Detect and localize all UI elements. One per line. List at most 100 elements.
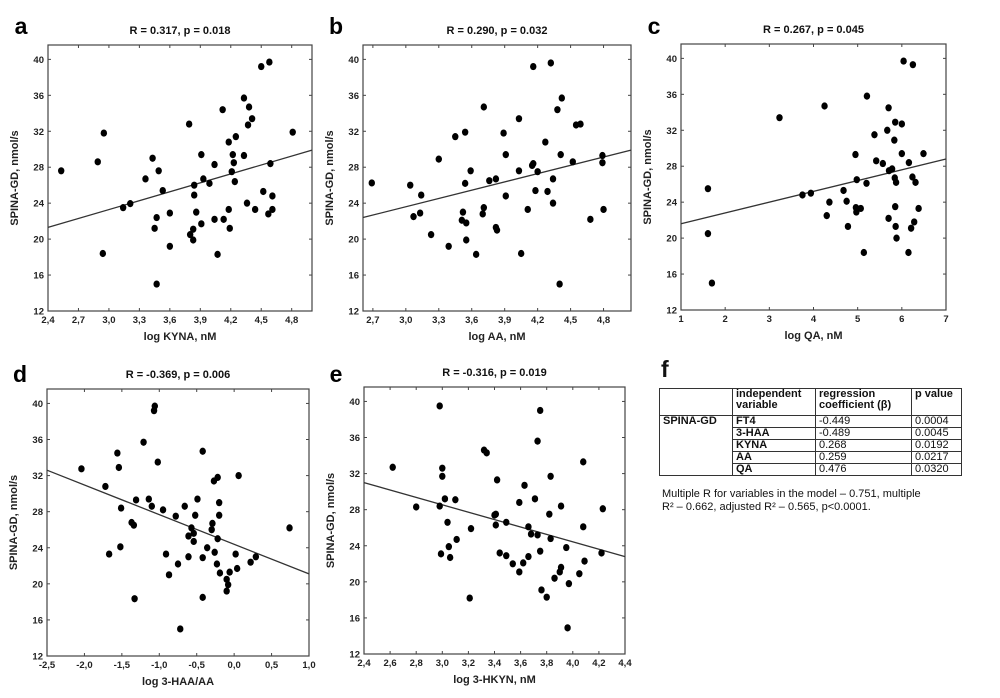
data-point [493, 476, 501, 484]
data-point [416, 209, 424, 217]
y-tick-label: 12 [349, 650, 360, 661]
data-point [492, 510, 500, 518]
y-axis-label: SPINA-GD, nmol/s [8, 475, 20, 570]
data-point [527, 530, 535, 538]
data-point [530, 160, 537, 168]
y-axis-label: SPINA-GD, nmol/s [9, 130, 21, 225]
regression-table: independent variable regression coeffici… [659, 388, 962, 476]
x-tick-label: 7 [943, 314, 948, 325]
data-point [534, 168, 541, 176]
panel-letter: d [13, 361, 27, 387]
data-point [177, 625, 184, 633]
data-point [860, 248, 868, 257]
cell-beta: -0.489 [815, 427, 912, 440]
data-point [826, 198, 833, 206]
y-tick-label: 20 [32, 579, 43, 590]
data-point [530, 62, 537, 71]
x-tick-label: 0,5 [265, 660, 279, 671]
data-point [467, 525, 475, 533]
data-point [190, 236, 197, 244]
panel-d: d R = -0.369, p = 0.006 -2,5 -2,0 -1,5 -1,0 -0… [8, 361, 316, 688]
data-point [517, 249, 525, 258]
header-independent-variable: independent variable [732, 388, 816, 416]
panel-letter: e [330, 361, 343, 387]
model-note-line1: Multiple R for variables in the model – … [662, 488, 921, 500]
data-point [190, 225, 197, 233]
x-tick-label: 3,0 [102, 315, 115, 326]
data-point [407, 181, 414, 189]
cell-p: 0.0217 [911, 451, 962, 464]
data-point [214, 535, 221, 543]
data-point [174, 560, 182, 568]
data-point [503, 518, 510, 526]
cell-variable: 3-HAA [732, 427, 816, 440]
plot-frame [363, 386, 626, 655]
data-point [546, 510, 553, 518]
x-tick-label: -2,5 [39, 660, 56, 671]
x-tick-label: 4,5 [255, 315, 269, 326]
data-point [480, 103, 488, 111]
data-point [211, 160, 218, 169]
data-point [536, 406, 544, 415]
data-point [863, 179, 870, 187]
data-point [558, 94, 566, 102]
y-tick-label: 28 [666, 162, 677, 173]
data-point [852, 150, 859, 159]
data-point [479, 210, 486, 218]
data-point [114, 449, 121, 457]
data-point [289, 128, 296, 136]
data-point [243, 199, 251, 207]
data-point [127, 200, 134, 208]
data-point [463, 219, 470, 227]
data-point [244, 121, 252, 129]
data-point [269, 192, 276, 200]
data-point [444, 518, 451, 526]
data-point [888, 165, 896, 173]
data-point [544, 187, 551, 196]
data-point [247, 558, 254, 566]
data-point [159, 506, 167, 514]
data-point [446, 553, 454, 562]
data-point [198, 151, 205, 159]
data-point [190, 529, 197, 537]
data-point [915, 204, 922, 213]
data-point [452, 133, 459, 141]
y-tick-label: 12 [666, 306, 677, 317]
data-point [509, 560, 516, 568]
data-point [492, 175, 500, 183]
data-point [551, 574, 558, 582]
data-point [203, 544, 211, 552]
data-point [151, 224, 158, 232]
y-tick-label: 32 [32, 471, 43, 482]
data-point [911, 218, 918, 226]
data-point [252, 553, 260, 561]
model-note-line2: R² – 0.662, adjusted R² – 0.565, p<0.000… [662, 501, 871, 513]
data-point [459, 208, 467, 216]
data-point [557, 502, 565, 510]
data-point [142, 175, 149, 183]
data-point [191, 191, 198, 199]
data-point [211, 215, 218, 223]
data-point [466, 594, 473, 602]
data-point [525, 523, 532, 531]
plot-frame [46, 388, 310, 657]
data-point [892, 178, 900, 186]
data-point [266, 58, 273, 66]
cell-variable: AA [732, 451, 816, 464]
data-point [251, 205, 259, 214]
y-tick-label: 20 [666, 234, 677, 245]
data-point [516, 568, 523, 576]
y-tick-label: 32 [33, 127, 44, 138]
data-point [436, 502, 443, 510]
data-point [873, 157, 880, 165]
data-point [543, 593, 550, 601]
y-tick-label: 28 [33, 163, 44, 174]
data-point [884, 126, 891, 134]
chart-title: R = 0.290, p = 0.032 [447, 25, 548, 37]
data-point [554, 106, 561, 114]
y-tick-label: 20 [349, 577, 360, 588]
data-point [100, 129, 108, 137]
data-point [599, 505, 607, 513]
